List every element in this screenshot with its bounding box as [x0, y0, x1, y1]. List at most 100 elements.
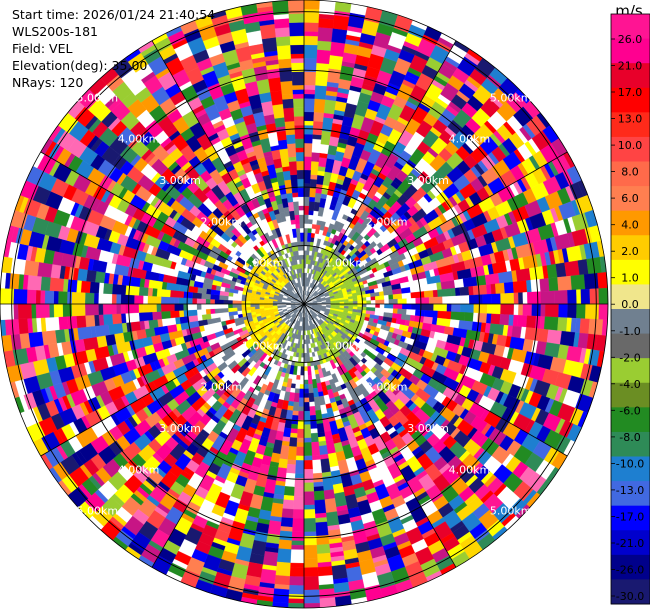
- velocity-gate: [290, 544, 305, 551]
- velocity-gate: [585, 303, 600, 320]
- velocity-gate: [303, 93, 316, 99]
- velocity-gate: [315, 76, 328, 87]
- velocity-gate: [303, 424, 312, 439]
- velocity-gate: [209, 298, 215, 305]
- velocity-gate: [379, 307, 385, 313]
- velocity-gate: [433, 303, 448, 312]
- velocity-gate: [133, 294, 144, 305]
- velocity-gate: [303, 388, 309, 394]
- velocity-gate: [138, 303, 144, 313]
- velocity-gate: [437, 288, 452, 298]
- velocity-gate: [312, 459, 322, 474]
- velocity-gate: [375, 299, 385, 305]
- velocity-gate: [295, 374, 301, 381]
- velocity-gate: [392, 293, 403, 300]
- velocity-gate: [102, 303, 117, 315]
- velocity-gate: [307, 374, 313, 381]
- velocity-gate: [406, 297, 416, 305]
- velocity-gate: [205, 308, 211, 315]
- velocity-gate: [286, 463, 296, 474]
- velocity-gate: [303, 245, 308, 251]
- velocity-gate: [94, 270, 106, 284]
- velocity-gate: [303, 89, 316, 95]
- velocity-gate: [522, 292, 528, 305]
- velocity-gate: [352, 303, 358, 307]
- velocity-gate: [546, 329, 563, 345]
- velocity-gate: [303, 602, 321, 609]
- velocity-gate: [318, 18, 335, 29]
- velocity-gate: [259, 305, 265, 309]
- velocity-gate: [303, 410, 311, 425]
- velocity-gate: [570, 274, 586, 291]
- velocity-gate: [280, 517, 293, 528]
- velocity-gate: [301, 352, 305, 358]
- velocity-rays: [0, 0, 609, 609]
- velocity-gate: [303, 196, 310, 206]
- velocity-gate: [294, 473, 305, 479]
- velocity-gate: [387, 312, 394, 319]
- velocity-gate: [308, 401, 315, 407]
- velocity-gate: [491, 293, 501, 305]
- velocity-gate: [316, 552, 332, 564]
- velocity-gate: [384, 303, 394, 309]
- velocity-gate: [311, 455, 321, 461]
- velocity-gate: [498, 270, 514, 284]
- velocity-gate: [303, 31, 319, 37]
- velocity-gate: [484, 273, 500, 286]
- velocity-gate: [303, 214, 309, 224]
- velocity-gate: [28, 331, 44, 348]
- velocity-gate: [374, 307, 381, 313]
- velocity-gate: [540, 303, 546, 317]
- velocity-gate: [311, 152, 321, 162]
- velocity-gate: [576, 289, 582, 305]
- velocity-gate: [250, 303, 256, 307]
- velocity-gate: [315, 521, 329, 537]
- velocity-gate: [295, 455, 305, 461]
- velocity-gate: [303, 183, 311, 198]
- velocity-gate: [518, 292, 524, 305]
- velocity-gate: [328, 54, 344, 71]
- velocity-gate: [35, 303, 50, 319]
- velocity-gate: [524, 327, 540, 342]
- velocity-gate: [319, 143, 330, 155]
- velocity-gate: [518, 303, 524, 316]
- velocity-gate: [313, 490, 325, 501]
- velocity-gate: [40, 276, 51, 291]
- velocity-gate: [120, 303, 126, 314]
- velocity-gate: [309, 187, 317, 198]
- velocity-gate: [303, 13, 320, 23]
- velocity-gate: [308, 383, 314, 394]
- velocity-gate: [500, 303, 515, 316]
- velocity-gate: [289, 576, 305, 586]
- velocity-gate: [446, 303, 452, 312]
- velocity-gate: [183, 291, 194, 299]
- velocity-gate: [303, 366, 308, 372]
- velocity-gate: [303, 169, 312, 184]
- velocity-gate: [379, 303, 385, 309]
- velocity-gate: [308, 210, 314, 216]
- velocity-gate: [246, 561, 263, 578]
- velocity-gate: [469, 294, 483, 305]
- velocity-gate: [287, 405, 294, 411]
- velocity-gate: [482, 294, 492, 305]
- velocity-gate: [531, 303, 542, 317]
- velocity-gate: [472, 284, 488, 296]
- velocity-gate: [370, 296, 376, 301]
- velocity-gate: [375, 303, 381, 309]
- velocity-gate: [310, 428, 318, 434]
- velocity-gate: [98, 303, 104, 315]
- velocity-gate: [245, 306, 251, 311]
- velocity-gate: [316, 423, 325, 434]
- velocity-gate: [152, 287, 158, 297]
- velocity-gate: [303, 352, 307, 358]
- velocity-gate: [330, 41, 346, 57]
- velocity-gate: [303, 357, 308, 363]
- velocity-gate: [201, 303, 206, 310]
- velocity-gate: [303, 250, 307, 256]
- velocity-gate: [303, 22, 319, 32]
- velocity-gate: [290, 549, 305, 564]
- velocity-gate: [314, 405, 321, 411]
- velocity-gate: [147, 295, 162, 305]
- velocity-gate: [49, 303, 55, 318]
